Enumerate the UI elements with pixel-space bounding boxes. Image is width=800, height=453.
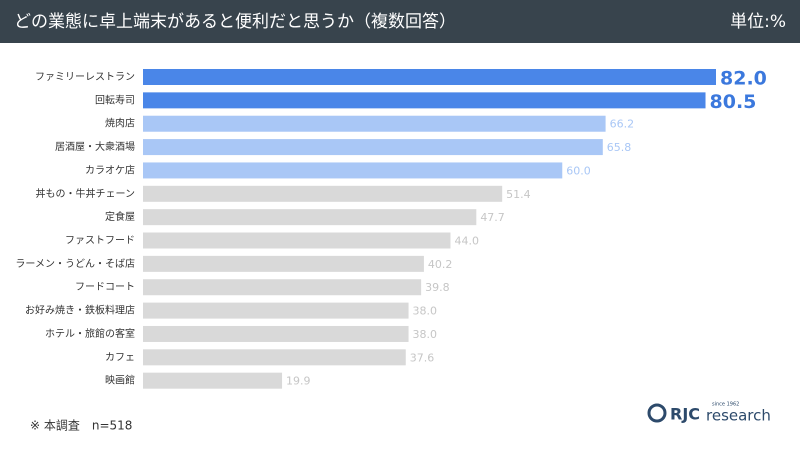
value-label: 19.9 (286, 375, 311, 388)
bar (143, 255, 424, 272)
value-label: 37.6 (410, 351, 435, 364)
value-label: 39.8 (425, 281, 450, 294)
category-label: 焼肉店 (105, 117, 135, 130)
bar (143, 115, 606, 132)
header-bar (0, 0, 800, 43)
value-label: 40.2 (428, 258, 453, 271)
category-label: 丼もの・牛丼チェーン (36, 187, 136, 200)
category-label: カフェ (105, 351, 135, 363)
category-label: フードコート (75, 282, 135, 293)
bar (143, 325, 409, 342)
value-label: 47.7 (480, 211, 505, 224)
bar (143, 209, 477, 226)
category-label: ファストフード (65, 236, 135, 247)
value-label: 66.2 (610, 118, 635, 131)
bar (143, 279, 422, 296)
value-label: 44.0 (454, 235, 479, 248)
bar (143, 162, 563, 179)
logo-icon (647, 403, 667, 423)
value-label: 38.0 (413, 305, 438, 318)
category-label: 映画館 (105, 374, 135, 387)
logo-text: research (706, 407, 771, 425)
value-label: 60.0 (566, 164, 591, 177)
logo: RJC research since 1962 (647, 402, 771, 425)
category-label: 居酒屋・大衆酒場 (55, 140, 135, 153)
value-label: 51.4 (506, 188, 531, 201)
category-label: ラーメン・うどん・そば店 (15, 257, 135, 270)
value-label: 65.8 (607, 141, 632, 154)
bar (143, 185, 503, 202)
bar (143, 232, 451, 249)
category-label: 定食屋 (105, 210, 135, 223)
chart-title: どの業態に卓上端末があると便利だと思うか（複数回答） (14, 12, 456, 32)
bar (143, 139, 603, 156)
category-label: お好み焼き・鉄板料理店 (25, 304, 135, 317)
value-label: 38.0 (413, 328, 438, 341)
unit-label: 単位:% (730, 12, 786, 32)
bar (143, 92, 706, 109)
footnote: ※ 本調査 n=518 (30, 419, 132, 433)
logo-since: since 1962 (712, 402, 739, 408)
bar (143, 69, 716, 85)
category-label: カラオケ店 (85, 163, 135, 176)
category-label: ホテル・旅館の客室 (45, 327, 135, 340)
category-label: ファミリーレストラン (35, 71, 135, 83)
bar (143, 349, 406, 366)
value-label: 80.5 (710, 91, 757, 113)
value-label: 82.0 (720, 68, 767, 90)
bar (143, 302, 409, 319)
bar (143, 372, 283, 389)
category-label: 回転寿司 (95, 93, 135, 106)
logo-mark: RJC (670, 405, 700, 424)
